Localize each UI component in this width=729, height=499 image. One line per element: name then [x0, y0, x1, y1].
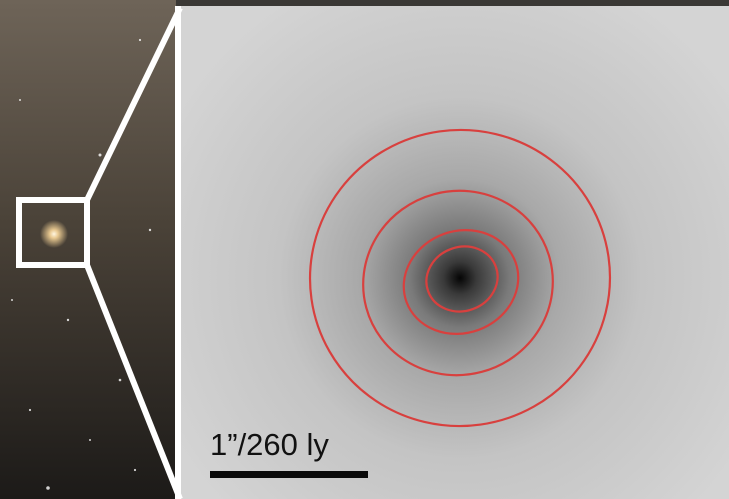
scale-label: 1”/260 ly — [210, 427, 329, 462]
scale-bar — [210, 471, 368, 478]
page: {"scale_bar": {"label": "1”/260 ly"}} — [0, 0, 729, 499]
top-edge — [176, 0, 729, 6]
galaxy — [40, 220, 68, 248]
figure: 1”/260 ly — [0, 0, 729, 499]
